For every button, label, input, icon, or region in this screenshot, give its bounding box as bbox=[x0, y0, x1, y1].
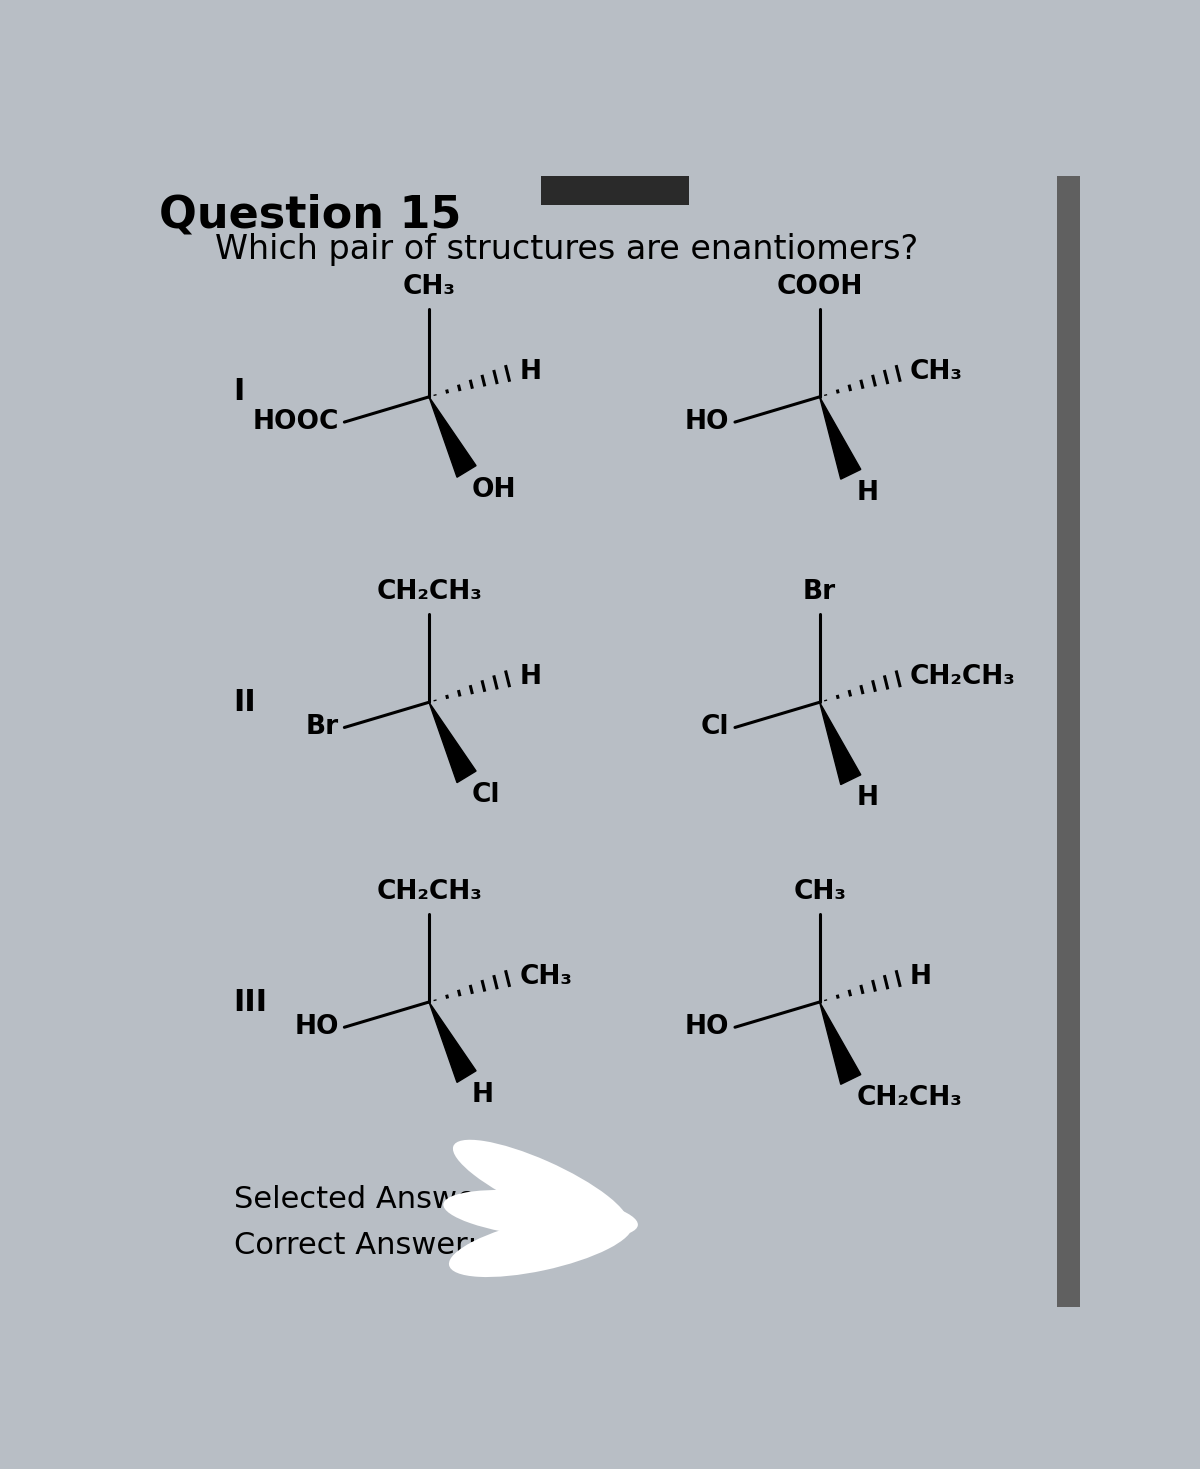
Text: HOOC: HOOC bbox=[252, 408, 338, 435]
FancyBboxPatch shape bbox=[540, 176, 689, 204]
Text: H: H bbox=[910, 964, 932, 990]
Text: Br: Br bbox=[803, 579, 836, 605]
Text: Cl: Cl bbox=[472, 783, 500, 808]
Polygon shape bbox=[820, 397, 860, 479]
Text: CH₃: CH₃ bbox=[520, 964, 572, 990]
Text: CH₂CH₃: CH₂CH₃ bbox=[376, 579, 482, 605]
Text: Selected Answer:: Selected Answer: bbox=[234, 1185, 498, 1215]
Text: Br: Br bbox=[306, 714, 338, 740]
Text: CH₃: CH₃ bbox=[402, 275, 456, 300]
Text: COOH: COOH bbox=[776, 275, 863, 300]
Text: CH₃: CH₃ bbox=[793, 878, 846, 905]
Text: H: H bbox=[520, 358, 541, 385]
Polygon shape bbox=[820, 1002, 860, 1084]
Polygon shape bbox=[430, 702, 476, 783]
Text: II: II bbox=[234, 687, 257, 717]
Text: HO: HO bbox=[685, 1014, 730, 1040]
Ellipse shape bbox=[449, 1213, 632, 1277]
Text: Question 15: Question 15 bbox=[160, 194, 462, 237]
Text: H: H bbox=[857, 786, 878, 811]
Text: Correct Answer:: Correct Answer: bbox=[234, 1231, 478, 1260]
Text: CH₂CH₃: CH₂CH₃ bbox=[857, 1086, 962, 1111]
Text: H: H bbox=[472, 1083, 494, 1108]
Polygon shape bbox=[430, 397, 476, 477]
Text: Which pair of structures are enantiomers?: Which pair of structures are enantiomers… bbox=[215, 234, 918, 266]
Text: H: H bbox=[520, 664, 541, 690]
Polygon shape bbox=[430, 1002, 476, 1083]
Text: HO: HO bbox=[294, 1014, 338, 1040]
Text: CH₃: CH₃ bbox=[910, 358, 962, 385]
Text: OH: OH bbox=[472, 477, 517, 502]
Polygon shape bbox=[820, 702, 860, 784]
Text: I: I bbox=[234, 376, 245, 405]
Text: CH₂CH₃: CH₂CH₃ bbox=[376, 878, 482, 905]
Text: CH₂CH₃: CH₂CH₃ bbox=[910, 664, 1015, 690]
Ellipse shape bbox=[443, 1190, 638, 1240]
Text: H: H bbox=[857, 480, 878, 505]
FancyBboxPatch shape bbox=[1057, 176, 1080, 1307]
Ellipse shape bbox=[452, 1140, 629, 1231]
Text: Cl: Cl bbox=[701, 714, 730, 740]
Text: III: III bbox=[234, 987, 268, 1017]
Text: HO: HO bbox=[685, 408, 730, 435]
